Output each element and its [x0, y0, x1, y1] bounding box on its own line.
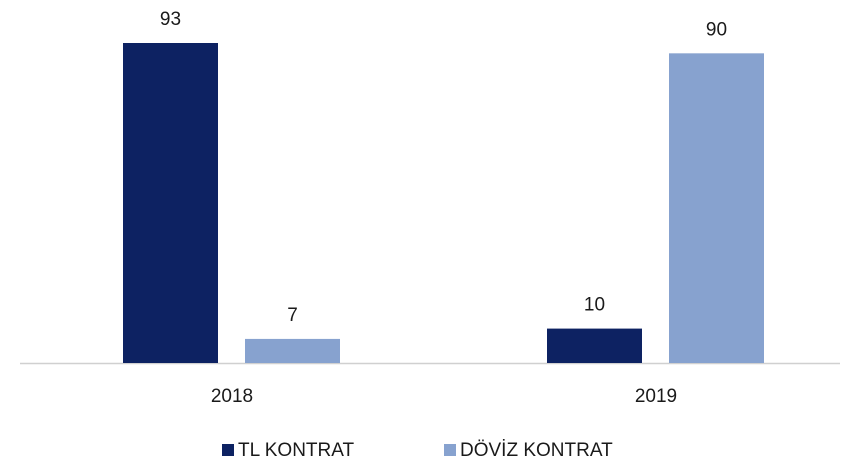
legend-label: DÖVİZ KONTRAT	[460, 440, 613, 461]
data-label: 7	[287, 305, 298, 326]
legend-swatch	[222, 444, 234, 456]
legend-label: TL KONTRAT	[238, 440, 355, 461]
bar	[123, 43, 218, 363]
legend-swatch	[444, 444, 456, 456]
data-label: 93	[160, 9, 181, 30]
bar	[669, 53, 764, 364]
bar	[245, 338, 340, 363]
data-label: 90	[706, 19, 727, 40]
data-label: 10	[584, 295, 605, 316]
bar	[547, 328, 642, 363]
x-tick-label: 2018	[211, 386, 253, 407]
x-tick-label: 2019	[635, 386, 677, 407]
